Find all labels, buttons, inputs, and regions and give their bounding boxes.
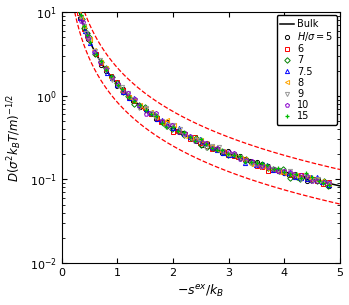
Bulk [192,137,196,141]
9 [220,150,224,153]
7 [115,81,119,84]
$H/\sigma=5$ [294,173,298,176]
7.5 [209,145,214,149]
$H/\sigma=5$ [205,142,209,145]
9 [294,173,298,176]
$H/\sigma=5$ [115,84,119,87]
Bulk [194,138,198,142]
10 [260,165,265,168]
7.5 [293,175,297,179]
$H/\sigma=5$ [327,184,331,188]
6 [222,150,226,154]
6 [321,182,325,186]
10 [327,181,331,184]
10 [204,141,208,145]
Line: 7: 7 [62,0,330,188]
8 [221,149,225,153]
Bulk [288,171,292,175]
6 [205,144,209,148]
8 [116,83,120,87]
15 [260,161,265,165]
Bulk [210,145,215,149]
$H/\sigma=5$ [210,146,215,150]
15 [116,83,120,87]
X-axis label: $-s^{ex}/k_B$: $-s^{ex}/k_B$ [177,283,224,300]
Bulk [331,182,335,186]
6 [327,180,331,184]
Bulk [338,184,342,188]
9 [204,146,208,150]
$H/\sigma=5$ [260,162,264,166]
10 [221,149,225,153]
10 [292,172,297,175]
10 [116,82,120,85]
10 [210,146,215,149]
9 [327,181,332,185]
7 [221,150,225,153]
9 [116,84,120,88]
Y-axis label: $D(\sigma^2 k_BT/m)^{-1/2}$: $D(\sigma^2 k_BT/m)^{-1/2}$ [6,93,24,182]
Line: 10: 10 [62,0,331,185]
15 [210,146,214,149]
15 [204,142,208,146]
9 [210,144,214,148]
$H/\sigma=5$ [220,151,224,155]
Line: 6: 6 [62,0,331,186]
7 [260,163,265,167]
7.5 [221,151,225,155]
Line: 15: 15 [61,0,331,187]
8 [327,182,331,186]
6 [115,81,119,84]
6 [260,165,264,169]
7 [326,184,330,187]
Line: 9: 9 [62,0,332,185]
7.5 [203,141,208,145]
Bulk [225,151,230,155]
7.5 [261,163,265,166]
8 [210,145,214,148]
9 [259,165,263,169]
8 [261,164,265,167]
8 [294,174,298,177]
Line: $H/\sigma=5$: $H/\sigma=5$ [62,0,331,188]
7 [205,145,209,148]
Line: 7.5: 7.5 [62,0,331,187]
7 [211,146,215,150]
6 [209,147,214,151]
8 [205,141,209,145]
15 [294,173,298,176]
6 [292,174,296,178]
7 [295,175,299,179]
15 [220,148,224,152]
7.5 [115,84,119,87]
Line: Bulk: Bulk [62,0,340,186]
7.5 [327,183,331,187]
Legend: Bulk, $H/\sigma=5$, 6, 7, 7.5, 8, 9, 10, 15: Bulk, $H/\sigma=5$, 6, 7, 7.5, 8, 9, 10,… [276,15,337,125]
Line: 8: 8 [62,0,331,186]
15 [327,183,331,187]
